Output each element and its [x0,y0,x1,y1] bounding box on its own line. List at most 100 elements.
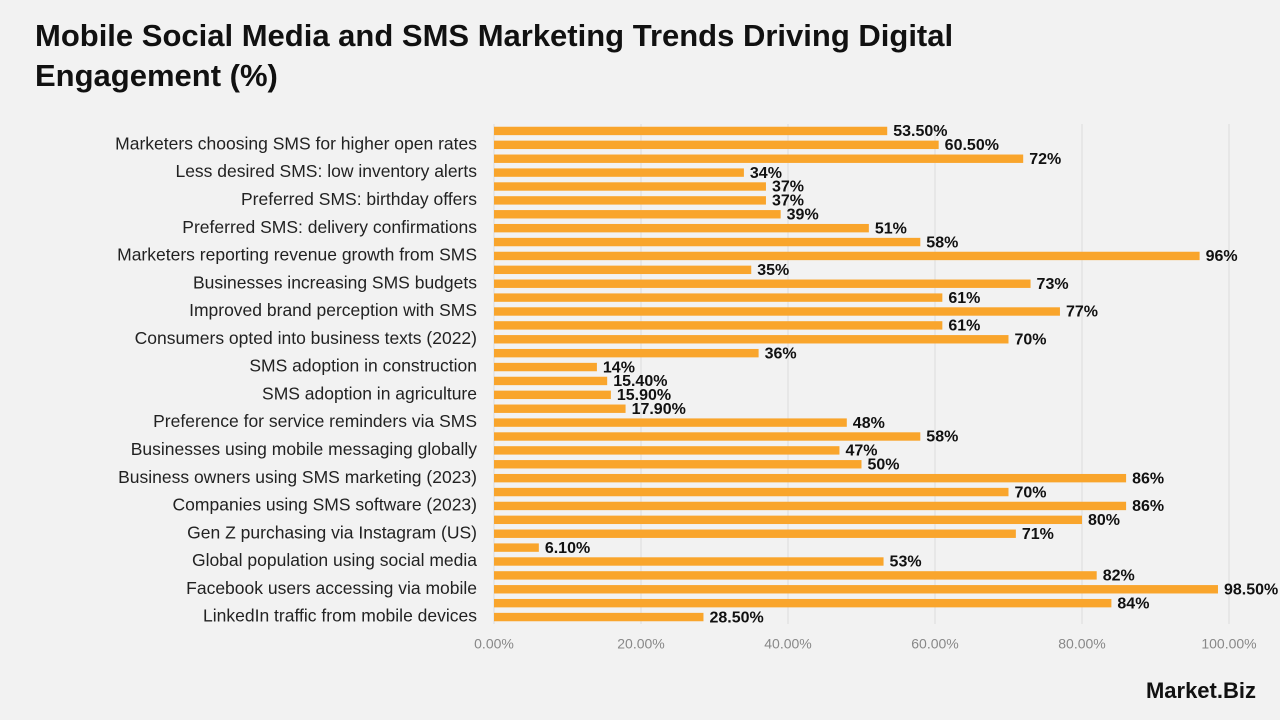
y-tick-label: Preferred SMS: birthday offers [241,189,477,209]
y-tick-label: Consumers opted into business texts (202… [135,328,477,348]
bar [494,404,626,413]
value-label: 6.10% [545,540,590,557]
value-label: 50% [868,456,900,473]
bar [494,335,1009,344]
x-tick-label: 0.00% [474,636,514,652]
bar [494,529,1016,538]
brand-logo: Market.Biz [1146,678,1256,703]
value-label: 14% [603,359,635,376]
bar [494,182,766,191]
value-label: 58% [926,429,958,446]
value-label: 96% [1206,248,1238,265]
value-label: 70% [1015,484,1047,501]
value-label: 61% [948,318,980,335]
bar [494,446,840,455]
bar [494,196,766,205]
bar [494,307,1060,316]
value-label: 39% [787,206,819,223]
bar [494,210,781,219]
value-label: 80% [1088,512,1120,529]
value-label: 53% [890,554,922,571]
value-label: 58% [926,234,958,251]
value-label: 70% [1015,331,1047,348]
bar [494,432,921,441]
y-tick-label: Businesses using mobile messaging global… [131,439,478,459]
bar [494,557,884,566]
bar [494,223,869,233]
bar [494,543,539,552]
value-label: 73% [1037,276,1069,293]
y-tick-label: Facebook users accessing via mobile [186,578,477,598]
y-tick-label: Marketers choosing SMS for higher open r… [115,133,477,153]
bar [494,376,608,386]
bar [494,140,939,150]
bar [494,460,862,469]
bar [494,612,704,622]
bar [494,362,597,372]
y-tick-label: Preference for service reminders via SMS [153,411,477,431]
value-label: 72% [1029,151,1061,168]
y-tick-label: Business owners using SMS marketing (202… [118,467,477,487]
bar [494,487,1009,497]
bar [494,321,943,330]
value-label: 77% [1066,304,1098,321]
y-tick-label: Improved brand perception with SMS [189,300,477,320]
value-label: 35% [757,262,789,279]
bar [494,293,943,302]
y-tick-label: Global population using social media [192,550,477,570]
value-label: 84% [1117,595,1149,612]
value-label: 60.50% [945,137,999,154]
bar [494,154,1024,163]
value-label: 15.40% [613,373,667,390]
value-label: 82% [1103,568,1135,585]
y-tick-label: Gen Z purchasing via Instagram (US) [187,522,477,542]
bar [494,390,611,400]
value-label: 36% [765,345,797,362]
x-tick-label: 20.00% [617,636,664,652]
chart-title: Mobile Social Media and SMS Marketing Tr… [35,18,954,93]
x-tick-label: 60.00% [911,636,958,652]
bar [494,168,744,177]
value-label: 86% [1132,498,1164,515]
bar [494,348,759,358]
value-label: 37% [772,179,804,196]
value-label: 51% [875,220,907,237]
value-label: 17.90% [632,401,686,418]
x-tick-label: 80.00% [1058,636,1105,652]
bar [494,473,1127,483]
value-label: 47% [845,443,877,460]
value-label: 28.50% [709,609,763,626]
value-label: 98.50% [1224,581,1278,598]
y-tick-label: SMS adoption in construction [249,356,477,376]
y-tick-label: Businesses increasing SMS budgets [193,272,477,292]
bar [494,265,752,275]
x-tick-label: 100.00% [1201,636,1256,652]
y-tick-label: Companies using SMS software (2023) [173,495,477,515]
bar [494,585,1218,594]
x-tick-label: 40.00% [764,636,811,652]
bar [494,571,1097,580]
value-label: 37% [772,193,804,210]
bar [494,418,847,427]
y-tick-label: LinkedIn traffic from mobile devices [203,606,477,626]
y-tick-label: SMS adoption in agriculture [262,383,477,403]
value-label: 15.90% [617,387,671,404]
value-label: 61% [948,290,980,307]
value-label: 53.50% [893,123,947,140]
value-label: 48% [853,415,885,432]
bar [494,515,1082,525]
bar [494,126,888,136]
y-tick-label: Preferred SMS: delivery confirmations [182,217,477,237]
value-label: 34% [750,165,782,182]
bar [494,279,1031,288]
bar [494,251,1200,261]
value-label: 71% [1022,526,1054,543]
y-tick-label: Marketers reporting revenue growth from … [117,245,477,265]
bar [494,237,921,247]
y-tick-label: Less desired SMS: low inventory alerts [175,161,477,181]
value-label: 86% [1132,470,1164,487]
bar [494,501,1127,511]
bar [494,598,1112,608]
